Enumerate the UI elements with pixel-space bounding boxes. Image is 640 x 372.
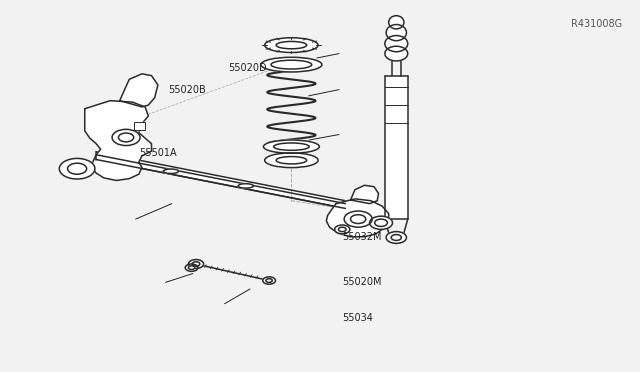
Ellipse shape [271,60,312,69]
Text: 55501A: 55501A [139,148,177,158]
Bar [134,122,145,130]
Ellipse shape [261,57,322,72]
Ellipse shape [273,143,309,150]
Circle shape [188,260,204,268]
Circle shape [185,264,198,271]
Polygon shape [326,199,388,237]
Circle shape [60,158,95,179]
Text: 55032M: 55032M [342,232,381,243]
Ellipse shape [386,25,406,41]
Bar [385,76,408,219]
Polygon shape [96,152,346,208]
Ellipse shape [276,157,307,164]
Circle shape [391,235,401,240]
Circle shape [335,225,350,234]
Ellipse shape [265,38,318,52]
Text: 55020D: 55020D [228,63,266,73]
Ellipse shape [238,184,253,188]
Ellipse shape [276,41,307,49]
Polygon shape [84,101,152,180]
Circle shape [263,277,275,284]
Ellipse shape [385,36,408,52]
Circle shape [369,216,392,230]
Ellipse shape [385,46,408,61]
Text: 55020B: 55020B [169,84,207,94]
Ellipse shape [265,153,318,168]
Circle shape [344,211,372,227]
Text: 55020M: 55020M [342,278,381,288]
Text: 55034: 55034 [342,314,373,323]
Ellipse shape [163,169,179,173]
Circle shape [68,163,86,174]
Bar [134,122,145,130]
Ellipse shape [388,16,404,29]
Ellipse shape [264,140,319,153]
Circle shape [112,129,140,145]
Circle shape [192,262,200,266]
Circle shape [266,279,272,282]
Circle shape [118,133,134,142]
Circle shape [386,232,406,243]
Text: R431008G: R431008G [571,19,622,29]
Circle shape [374,219,387,227]
Circle shape [339,227,346,232]
Polygon shape [120,74,158,107]
Circle shape [351,215,366,224]
Circle shape [188,266,195,269]
Polygon shape [351,185,378,203]
